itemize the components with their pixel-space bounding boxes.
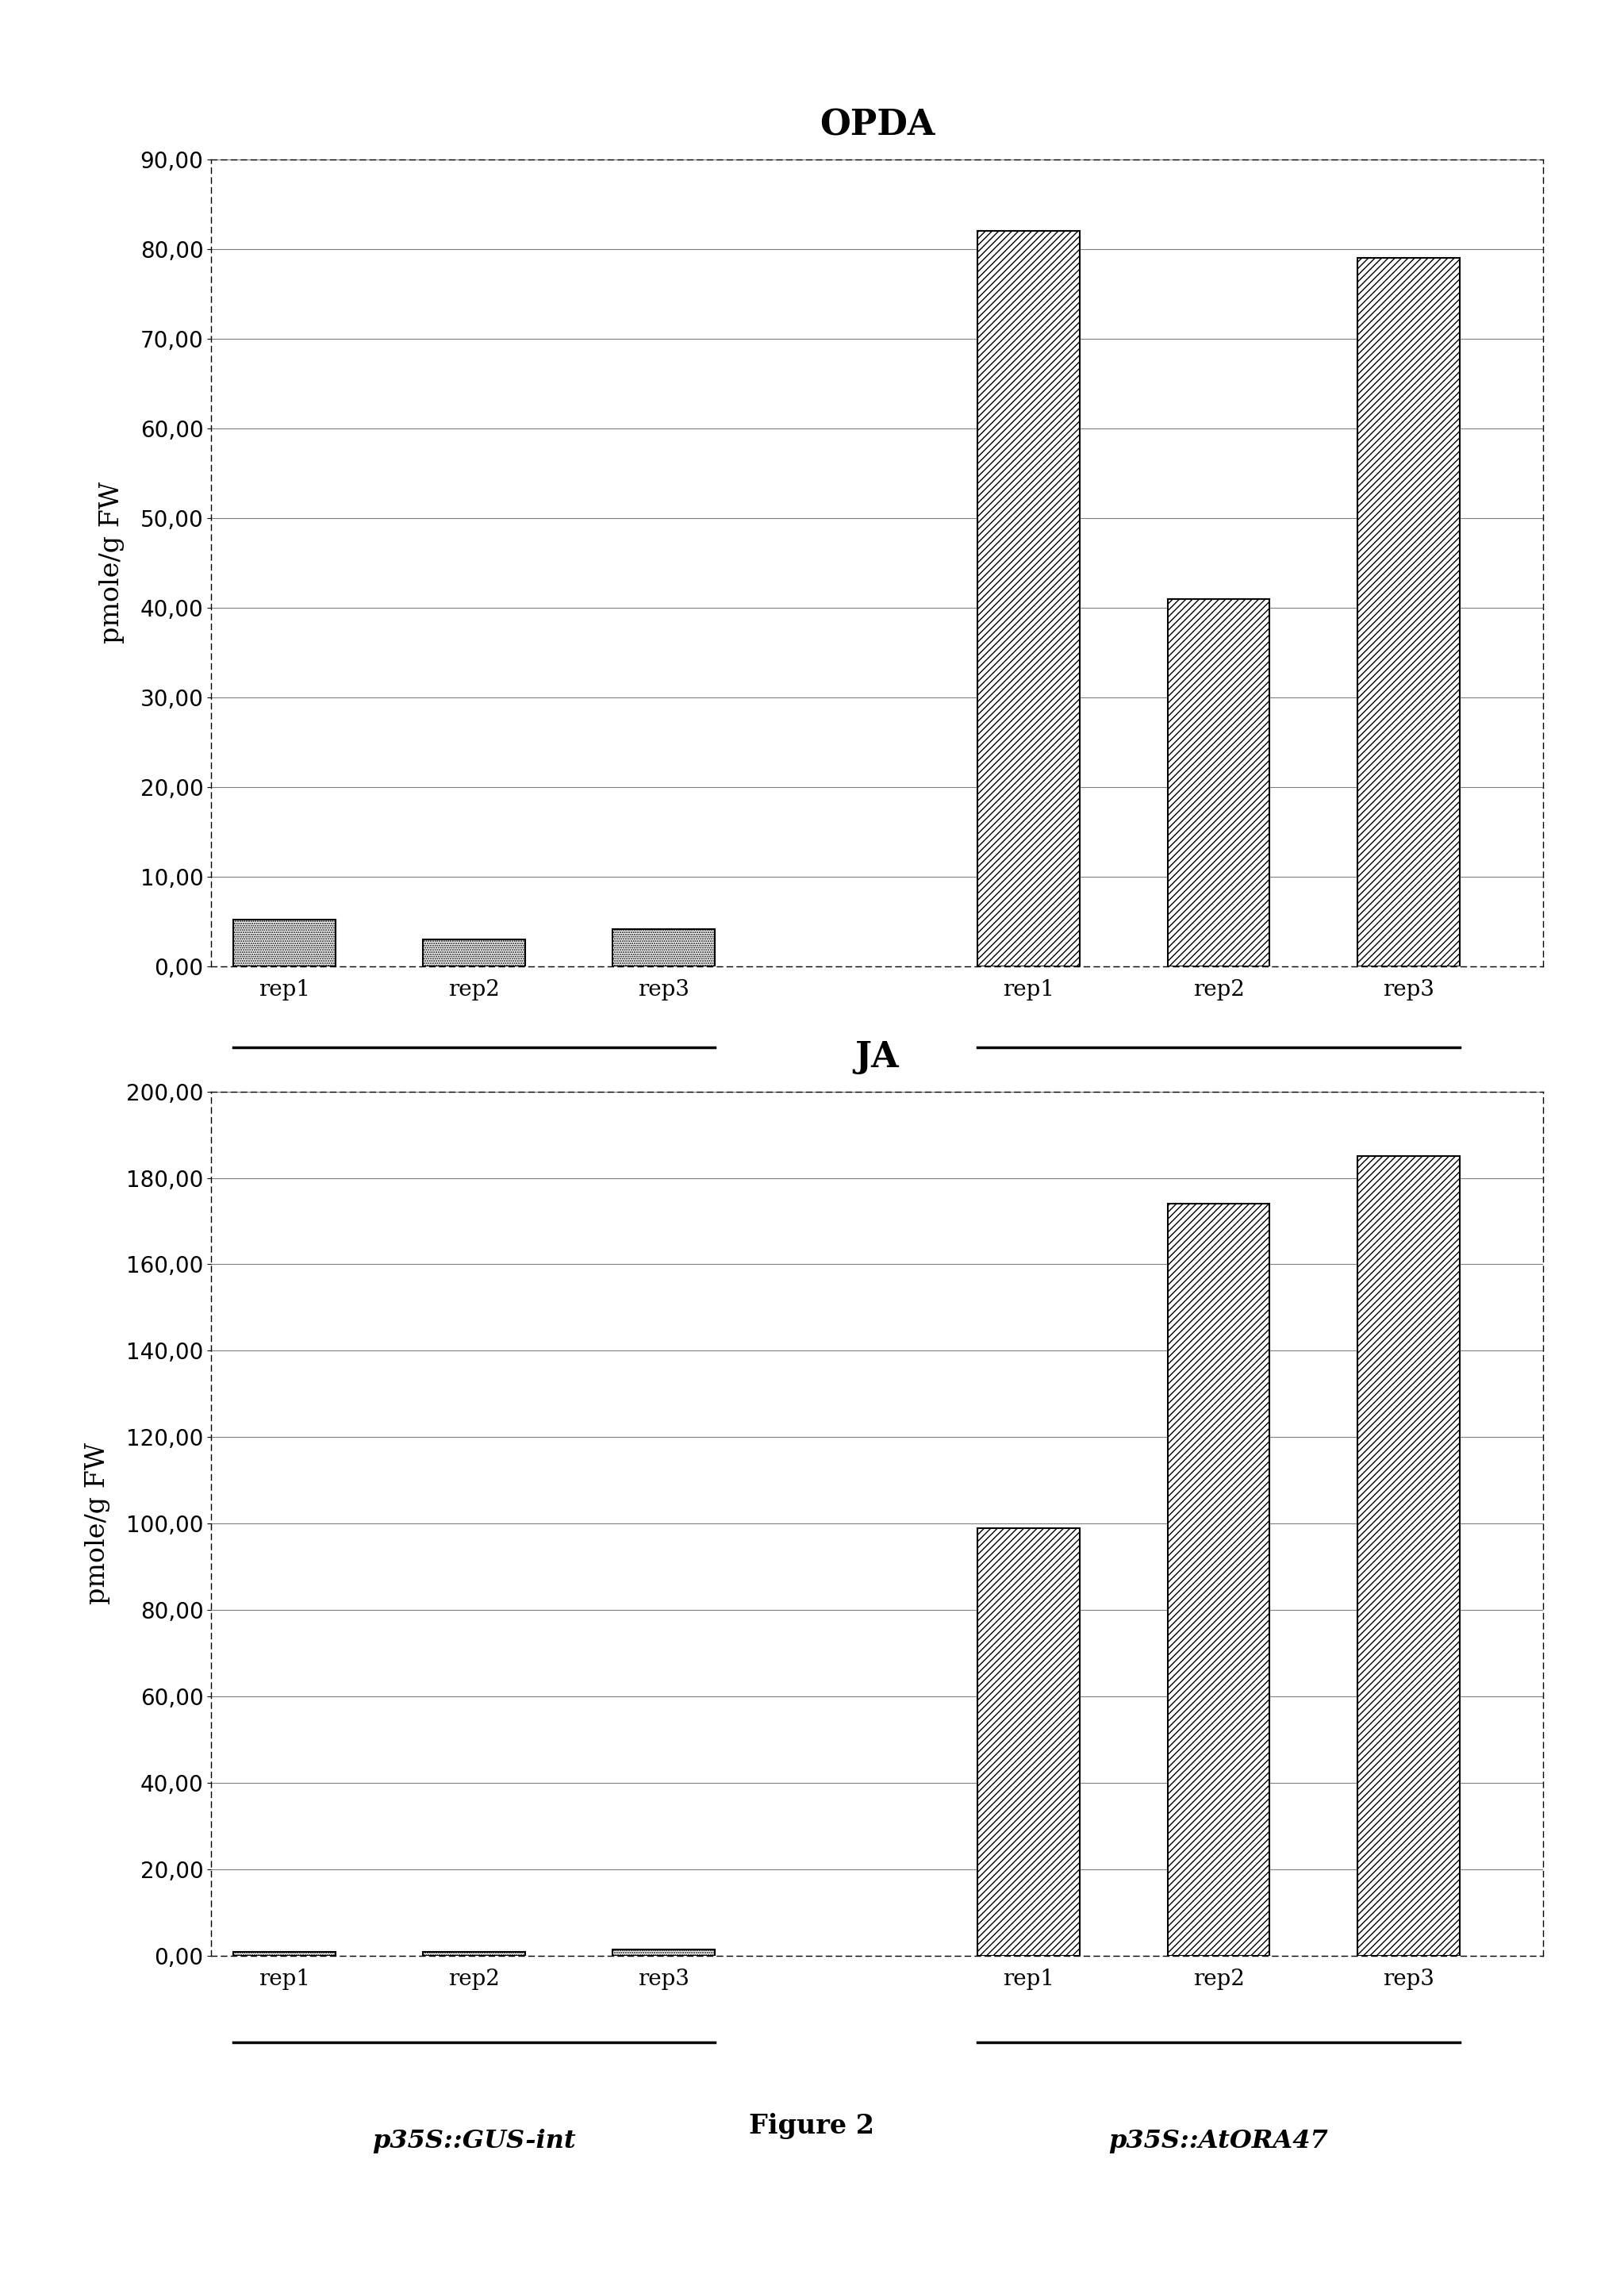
Bar <box>232 919 335 966</box>
Bar <box>612 928 715 966</box>
Text: p35S::AtORA47: p35S::AtORA47 <box>1109 1128 1328 1153</box>
Bar <box>1168 1203 1270 1956</box>
Y-axis label: pmole/g FW: pmole/g FW <box>99 482 125 644</box>
Bar <box>422 1951 525 1956</box>
Text: p35S::AtORA47: p35S::AtORA47 <box>1109 2128 1328 2153</box>
Text: Figure 2: Figure 2 <box>749 2113 875 2140</box>
Text: p35S::GUS-int: p35S::GUS-int <box>372 1128 577 1153</box>
Y-axis label: pmole/g FW: pmole/g FW <box>84 1442 110 1605</box>
Bar <box>978 1528 1080 1956</box>
Bar <box>1358 1155 1460 1956</box>
Text: p35S::GUS-int: p35S::GUS-int <box>372 2128 577 2153</box>
Bar <box>612 1949 715 1956</box>
Bar <box>1168 598 1270 966</box>
Bar <box>232 1951 335 1956</box>
Bar <box>1358 257 1460 966</box>
Title: OPDA: OPDA <box>818 107 935 141</box>
Bar <box>978 232 1080 966</box>
Bar <box>422 939 525 966</box>
Title: JA: JA <box>854 1039 900 1073</box>
